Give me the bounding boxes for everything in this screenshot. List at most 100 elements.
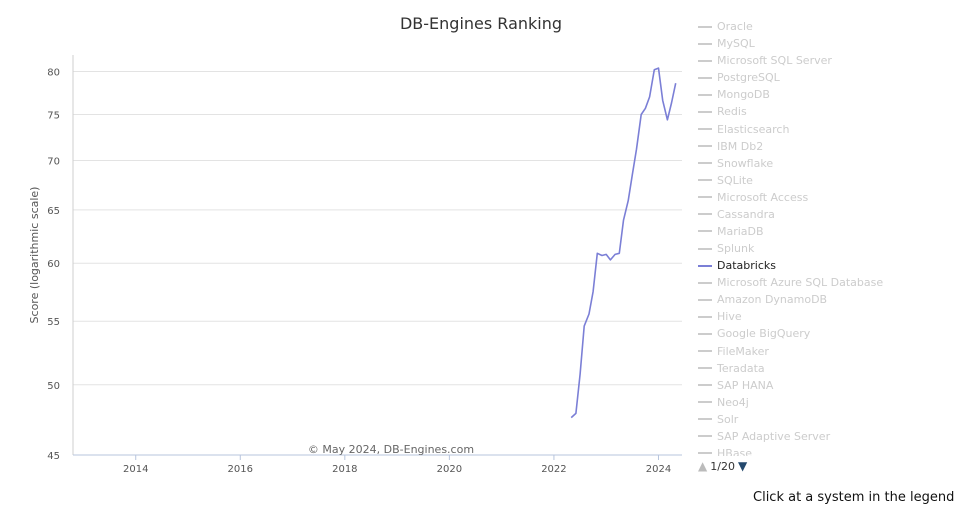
legend-item[interactable]: SQLite: [698, 172, 948, 189]
legend-item[interactable]: IBM Db2: [698, 138, 948, 155]
legend-item[interactable]: Databricks: [698, 257, 948, 274]
legend-item[interactable]: Microsoft SQL Server: [698, 52, 948, 69]
legend-item[interactable]: MySQL: [698, 35, 948, 52]
legend-swatch: [698, 281, 712, 284]
legend-item-label: Amazon DynamoDB: [717, 293, 828, 307]
y-tick-label: 55: [47, 317, 60, 328]
legend-item-label: Microsoft SQL Server: [717, 54, 832, 68]
legend-item-label: PostgreSQL: [717, 71, 780, 85]
legend-swatch: [698, 42, 712, 45]
legend-swatch: [698, 93, 712, 96]
legend-item[interactable]: SAP HANA: [698, 377, 948, 394]
legend-item-label: MariaDB: [717, 224, 764, 238]
legend-item[interactable]: MongoDB: [698, 86, 948, 103]
legend-item[interactable]: Hive: [698, 308, 948, 325]
legend-swatch: [698, 367, 712, 370]
legend-swatch: [698, 230, 712, 233]
legend-swatch: [698, 145, 712, 148]
legend-item-label: Snowflake: [717, 156, 774, 170]
legend-item-label: Splunk: [717, 242, 755, 256]
legend-item[interactable]: Redis: [698, 103, 948, 120]
x-tick-label: 2016: [228, 464, 253, 475]
legend-item[interactable]: Microsoft Azure SQL Database: [698, 274, 948, 291]
legend-item-label: SAP HANA: [717, 378, 774, 392]
legend-item[interactable]: Neo4j: [698, 394, 948, 411]
legend-item[interactable]: Elasticsearch: [698, 120, 948, 137]
legend-item-label: MySQL: [717, 37, 755, 51]
x-tick-label: 2020: [437, 464, 462, 475]
legend-item[interactable]: SAP Adaptive Server: [698, 428, 948, 445]
legend-item-label: SQLite: [717, 173, 753, 187]
chart-title: DB-Engines Ranking: [400, 14, 562, 33]
legend-swatch: [698, 213, 712, 216]
legend-item-label: Solr: [717, 412, 739, 426]
legend-item-label: Microsoft Access: [717, 190, 809, 204]
legend-swatch: [698, 401, 712, 404]
y-axis-label: Score (logarithmic scale): [28, 187, 41, 324]
legend-item-label: Teradata: [717, 361, 765, 375]
y-tick-label: 80: [47, 67, 60, 78]
chart-credit[interactable]: © May 2024, DB-Engines.com: [308, 443, 474, 456]
pager-status: 1/20: [710, 459, 735, 473]
y-tick-label: 60: [47, 259, 60, 270]
legend-pager: ▲ 1/20 ▼: [698, 459, 747, 473]
legend-swatch: [698, 315, 712, 318]
legend-item-label: Google BigQuery: [717, 327, 811, 341]
legend-hint: Click at a system in the legend: [753, 490, 955, 505]
y-tick-labels: 45 50 55 60 65 70 75 80: [47, 67, 60, 462]
legend-item[interactable]: Snowflake: [698, 155, 948, 172]
y-tick-label: 70: [47, 156, 60, 167]
legend-item[interactable]: Amazon DynamoDB: [698, 291, 948, 308]
legend-swatch: [698, 332, 712, 335]
legend-item[interactable]: Microsoft Access: [698, 189, 948, 206]
legend-swatch: [698, 247, 712, 250]
legend-swatch: [698, 264, 712, 267]
legend-swatch: [698, 435, 712, 438]
legend-swatch: [698, 59, 712, 62]
legend-item[interactable]: Google BigQuery: [698, 325, 948, 342]
y-tick-label: 75: [47, 110, 60, 121]
legend-item-label: Oracle: [717, 20, 753, 34]
legend-item[interactable]: Splunk: [698, 240, 948, 257]
legend-item-label: Databricks: [717, 259, 776, 273]
gridlines: [73, 70, 682, 386]
legend: Oracle MySQL Microsoft SQL Server PostgreSQ…: [698, 18, 948, 456]
x-tick-label: 2022: [541, 464, 566, 475]
legend-item[interactable]: Oracle: [698, 18, 948, 35]
legend-swatch: [698, 179, 712, 182]
legend-swatch: [698, 298, 712, 301]
legend-item-label: Cassandra: [717, 207, 775, 221]
pager-down-icon[interactable]: ▼: [737, 459, 748, 473]
pager-up-icon[interactable]: ▲: [698, 459, 708, 473]
legend-swatch: [698, 452, 712, 455]
legend-item[interactable]: FileMaker: [698, 342, 948, 359]
legend-swatch: [698, 76, 712, 79]
x-tick-labels: 2014 2016 2018 2020 2022 2024: [123, 464, 671, 475]
x-tick-label: 2014: [123, 464, 148, 475]
legend-item-label: IBM Db2: [717, 139, 764, 153]
legend-item[interactable]: Solr: [698, 411, 948, 428]
legend-swatch: [698, 350, 712, 353]
legend-swatch: [698, 162, 712, 165]
y-tick-label: 50: [47, 381, 60, 392]
legend-item-label: SAP Adaptive Server: [717, 429, 831, 443]
y-tick-label: 45: [47, 451, 60, 462]
legend-item-label: FileMaker: [717, 344, 769, 358]
y-tick-label: 65: [47, 206, 60, 217]
legend-swatch: [698, 196, 712, 199]
legend-swatch: [698, 25, 712, 28]
x-tick-label: 2018: [332, 464, 357, 475]
legend-item-label: Elasticsearch: [717, 122, 790, 136]
legend-item-label: MongoDB: [717, 88, 770, 102]
legend-swatch: [698, 418, 712, 421]
legend-item[interactable]: HBase: [698, 445, 948, 456]
legend-item[interactable]: Teradata: [698, 360, 948, 377]
legend-item-label: Neo4j: [717, 395, 749, 409]
legend-item[interactable]: MariaDB: [698, 223, 948, 240]
legend-item[interactable]: Cassandra: [698, 206, 948, 223]
legend-item-label: HBase: [717, 446, 753, 456]
legend-swatch: [698, 110, 712, 113]
legend-item[interactable]: PostgreSQL: [698, 69, 948, 86]
axes: [72, 55, 682, 460]
